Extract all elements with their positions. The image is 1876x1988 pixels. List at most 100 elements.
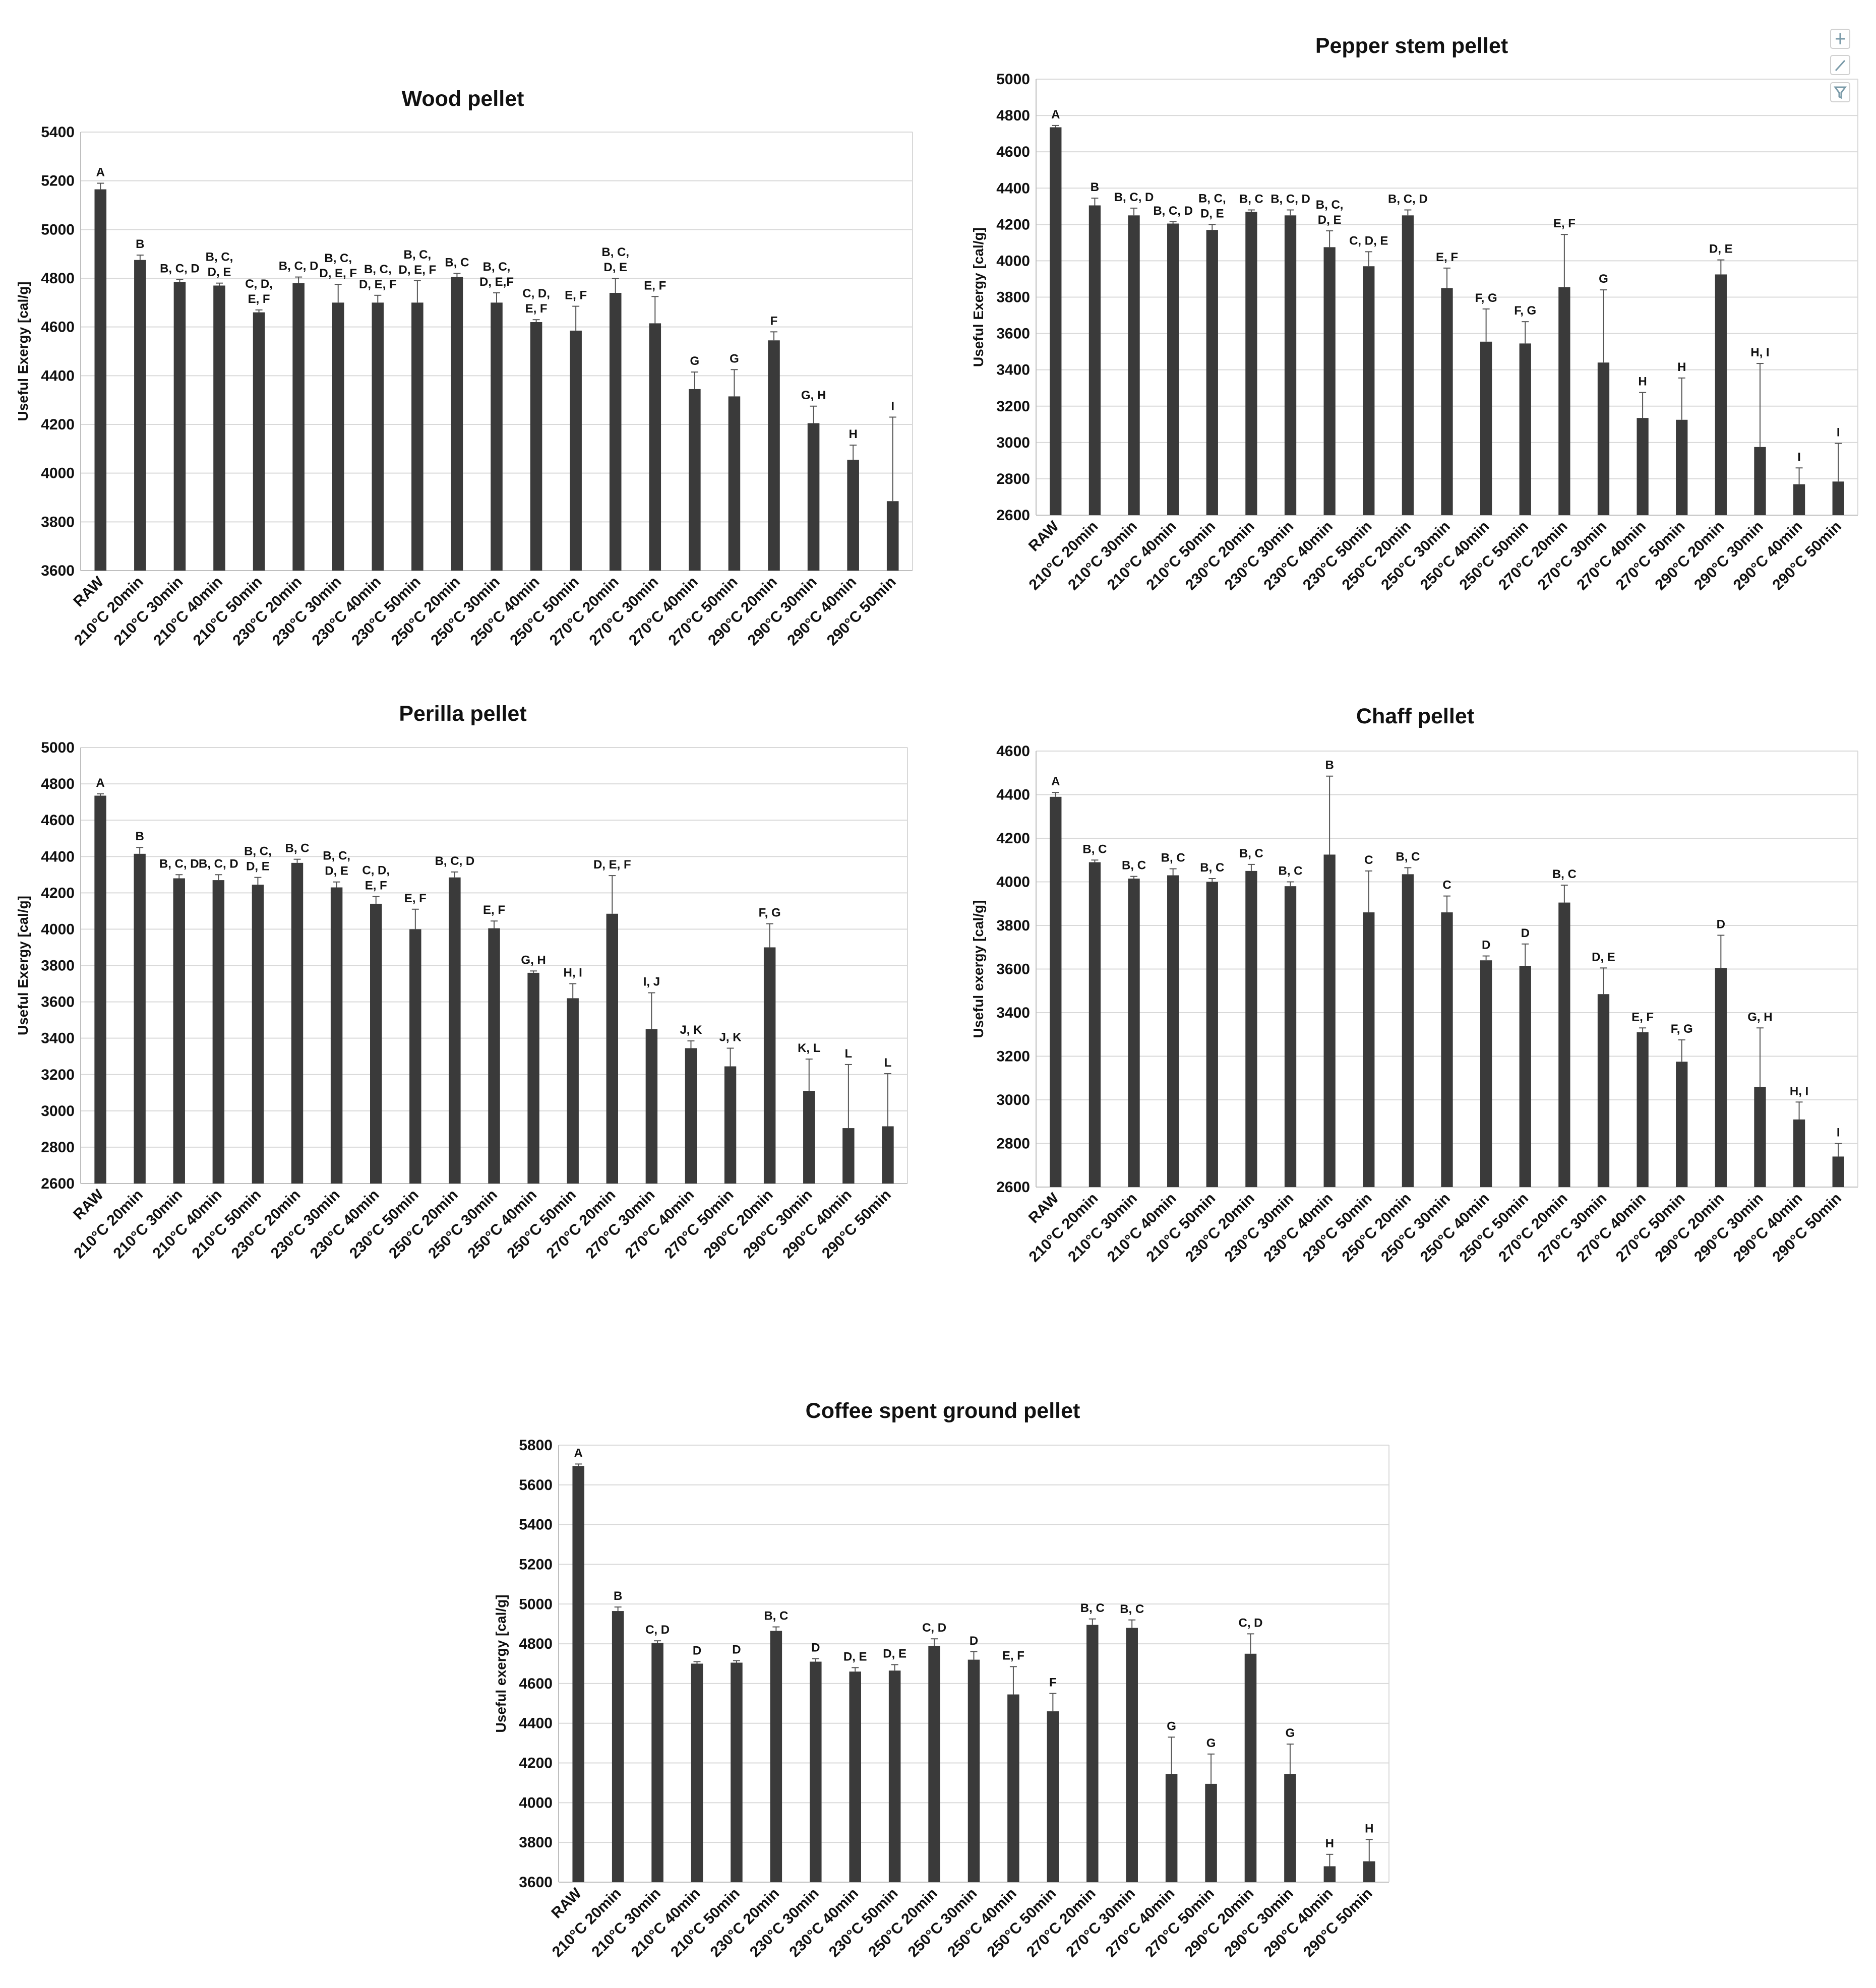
bar <box>1715 968 1727 1187</box>
y-axis-label: Useful Exergy [cal/g] <box>971 227 986 367</box>
x-tick-label: 290°C 30min <box>1221 1885 1297 1961</box>
y-tick-label: 5200 <box>41 173 75 190</box>
x-tick-label: 210°C 30min <box>111 574 187 649</box>
significance-label: A <box>96 166 105 179</box>
bar <box>645 1029 658 1184</box>
bar <box>849 1671 861 1882</box>
significance-label: F, G <box>1514 304 1536 318</box>
significance-label: F, G <box>1475 291 1497 305</box>
x-tick-label: 290°C 30min <box>1691 1190 1767 1266</box>
significance-label: F, G <box>759 906 781 920</box>
y-tick-label: 3600 <box>41 563 75 579</box>
chart-title: Wood pellet <box>402 87 524 111</box>
bar <box>1126 1628 1138 1882</box>
filter-icon[interactable] <box>1830 82 1850 102</box>
significance-label: K, L <box>798 1041 820 1055</box>
significance-label: D <box>970 1634 978 1648</box>
bar <box>1206 882 1218 1187</box>
y-axis-label: Useful exergy [cal/g] <box>971 900 986 1038</box>
x-tick-label: 210°C 30min <box>1065 1190 1140 1266</box>
x-tick-label: 290°C 20min <box>705 574 780 649</box>
x-tick-label: 210°C 40min <box>628 1885 704 1961</box>
y-tick-label: 5000 <box>996 71 1030 88</box>
x-tick-label: 210°C 30min <box>588 1885 664 1961</box>
significance-label: D, E, F <box>593 858 631 872</box>
add-element-icon[interactable] <box>1830 29 1850 49</box>
bar <box>612 1611 624 1882</box>
x-tick-label: RAW <box>70 1186 107 1223</box>
bar <box>572 1466 584 1882</box>
bar <box>1597 362 1610 515</box>
brush-style-icon[interactable] <box>1830 55 1850 75</box>
x-tick-label: 270°C 30min <box>586 574 661 649</box>
x-tick-label: 250°C 20min <box>1339 1190 1415 1266</box>
y-tick-label: 3600 <box>996 326 1030 342</box>
significance-label: D, E <box>603 261 627 274</box>
y-tick-label: 4600 <box>996 743 1030 760</box>
bar <box>810 1661 822 1882</box>
bar <box>488 928 500 1184</box>
bar <box>527 972 539 1184</box>
y-tick-label: 4400 <box>996 787 1030 803</box>
bar <box>888 1670 901 1882</box>
x-tick-label: 270°C 20min <box>543 1187 619 1262</box>
bar <box>1050 796 1062 1187</box>
significance-label: F <box>1049 1676 1057 1690</box>
bar <box>411 302 423 571</box>
x-tick-label: 250°C 20min <box>1339 518 1415 594</box>
significance-label: A <box>96 776 104 790</box>
significance-label: B <box>614 1589 622 1603</box>
y-tick-label: 3800 <box>519 1834 553 1851</box>
significance-label: E, F <box>565 289 587 302</box>
y-tick-label: 3800 <box>996 917 1030 934</box>
significance-label: D, E <box>1709 242 1733 256</box>
x-tick-label: 270°C 50min <box>1613 518 1688 594</box>
bar <box>451 277 463 571</box>
significance-label: B, C <box>1239 847 1263 860</box>
bar <box>530 322 542 571</box>
x-tick-label: 210°C 20min <box>71 574 147 649</box>
x-tick-label: 250°C 40min <box>944 1885 1020 1961</box>
chart-panel-4: Chaff pellet 2600 2800 3000 3200 3400 3600 3800… <box>971 704 1858 1265</box>
bar <box>330 887 343 1184</box>
significance-label: H, I <box>564 966 582 980</box>
x-tick-label: 230°C 40min <box>786 1885 862 1961</box>
bar <box>213 285 225 571</box>
significance-label: B, C, D <box>1114 191 1154 204</box>
x-tick-label: 270°C 50min <box>665 574 741 649</box>
bar <box>1597 994 1610 1187</box>
significance-label: G <box>730 352 739 365</box>
significance-label: F <box>770 314 778 328</box>
bar <box>372 302 384 571</box>
bar <box>570 330 582 571</box>
bar <box>649 323 661 571</box>
x-tick-label: 270°C 40min <box>626 574 701 649</box>
bar <box>1402 874 1414 1187</box>
bar <box>1832 1156 1844 1187</box>
bar <box>967 1659 980 1882</box>
y-tick-label: 3600 <box>996 961 1030 978</box>
bar <box>1167 223 1179 515</box>
bar <box>1480 960 1492 1187</box>
significance-label: H <box>1638 375 1647 389</box>
y-tick-label: 2800 <box>996 471 1030 487</box>
bar <box>1165 1774 1178 1882</box>
y-tick-label: 4200 <box>996 216 1030 233</box>
significance-label: C, D, <box>522 287 550 300</box>
bar <box>928 1646 940 1882</box>
y-tick-label: 4600 <box>519 1675 553 1692</box>
y-tick-label: 4200 <box>519 1755 553 1772</box>
bar <box>691 1663 703 1882</box>
x-tick-label: 230°C 30min <box>747 1885 822 1961</box>
significance-label: B, C <box>1120 1602 1144 1616</box>
bar <box>1284 886 1297 1187</box>
x-tick-label: 230°C 20min <box>707 1885 783 1961</box>
significance-label: A <box>1051 108 1060 121</box>
x-tick-label: 290°C 30min <box>740 1187 816 1262</box>
y-tick-label: 2600 <box>996 1179 1030 1196</box>
significance-label: B, C <box>764 1609 788 1623</box>
y-tick-label: 3400 <box>41 1030 75 1047</box>
bar <box>1480 341 1492 515</box>
significance-label: D <box>1717 917 1725 931</box>
x-tick-label: 230°C 20min <box>229 574 305 649</box>
